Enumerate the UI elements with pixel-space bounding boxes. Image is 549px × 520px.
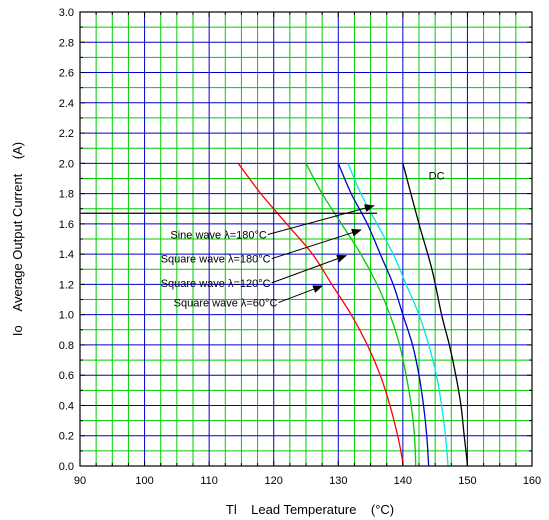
y-tick-label: 0.4 xyxy=(59,400,74,412)
series-line-4 xyxy=(402,163,469,467)
series-label: Sine wave λ=180°C xyxy=(170,229,266,241)
x-tick-label: 110 xyxy=(200,475,218,487)
y-tick-label: 0.8 xyxy=(59,340,74,352)
y-axis-label: Io Average Output Current (A) xyxy=(10,142,25,336)
y-tick-label: 1.0 xyxy=(59,310,74,322)
x-axis-label: Tl Lead Temperature (°C) xyxy=(226,502,394,517)
series-line-2 xyxy=(337,163,430,467)
x-tick-label: 150 xyxy=(458,475,476,487)
y-tick-label: 0.2 xyxy=(59,431,74,443)
y-tick-label: 2.0 xyxy=(59,158,74,170)
y-tick-label: 1.8 xyxy=(59,189,74,201)
x-tick-label: 90 xyxy=(74,475,86,487)
y-tick-label: 2.2 xyxy=(59,128,74,140)
annotation-layer: DC Sine wave λ=180°C Square wave λ=180°C Sq… xyxy=(161,170,445,309)
y-tick-label: 2.4 xyxy=(59,98,74,110)
x-tick-label: 120 xyxy=(265,475,283,487)
tick-labels: 90 100 110 120 130 140 150 160 0.0 0.2 0.4 0.6 0.8 1.… xyxy=(59,7,541,487)
series-line-1 xyxy=(305,163,417,467)
grid xyxy=(79,11,533,467)
series-label: Square wave λ=180°C xyxy=(161,254,271,266)
y-tick-label: 2.6 xyxy=(59,68,74,80)
series-label: Square wave λ=60°C xyxy=(174,298,278,310)
x-tick-label: 140 xyxy=(394,475,412,487)
y-tick-label: 1.2 xyxy=(59,279,74,291)
series-line-3 xyxy=(347,163,449,467)
annotation-arrow xyxy=(271,228,362,260)
y-tick-label: 1.4 xyxy=(59,249,74,261)
series-layer xyxy=(237,162,469,467)
y-tick-label: 0.6 xyxy=(59,370,74,382)
x-tick-label: 160 xyxy=(523,475,541,487)
annotation-arrow xyxy=(267,204,375,235)
series-line-0 xyxy=(237,162,404,467)
y-tick-label: 1.6 xyxy=(59,219,74,231)
x-tick-label: 100 xyxy=(135,475,153,487)
series-label: Square wave λ=120°C xyxy=(161,278,271,290)
axes xyxy=(79,11,533,467)
annotation-arrow xyxy=(271,254,347,284)
dc-label: DC xyxy=(429,170,445,182)
y-tick-label: 2.8 xyxy=(59,37,74,49)
y-tick-label: 0.0 xyxy=(59,461,74,473)
x-tick-label: 130 xyxy=(329,475,347,487)
y-tick-label: 3.0 xyxy=(59,7,74,19)
annotation-arrow xyxy=(278,285,324,304)
